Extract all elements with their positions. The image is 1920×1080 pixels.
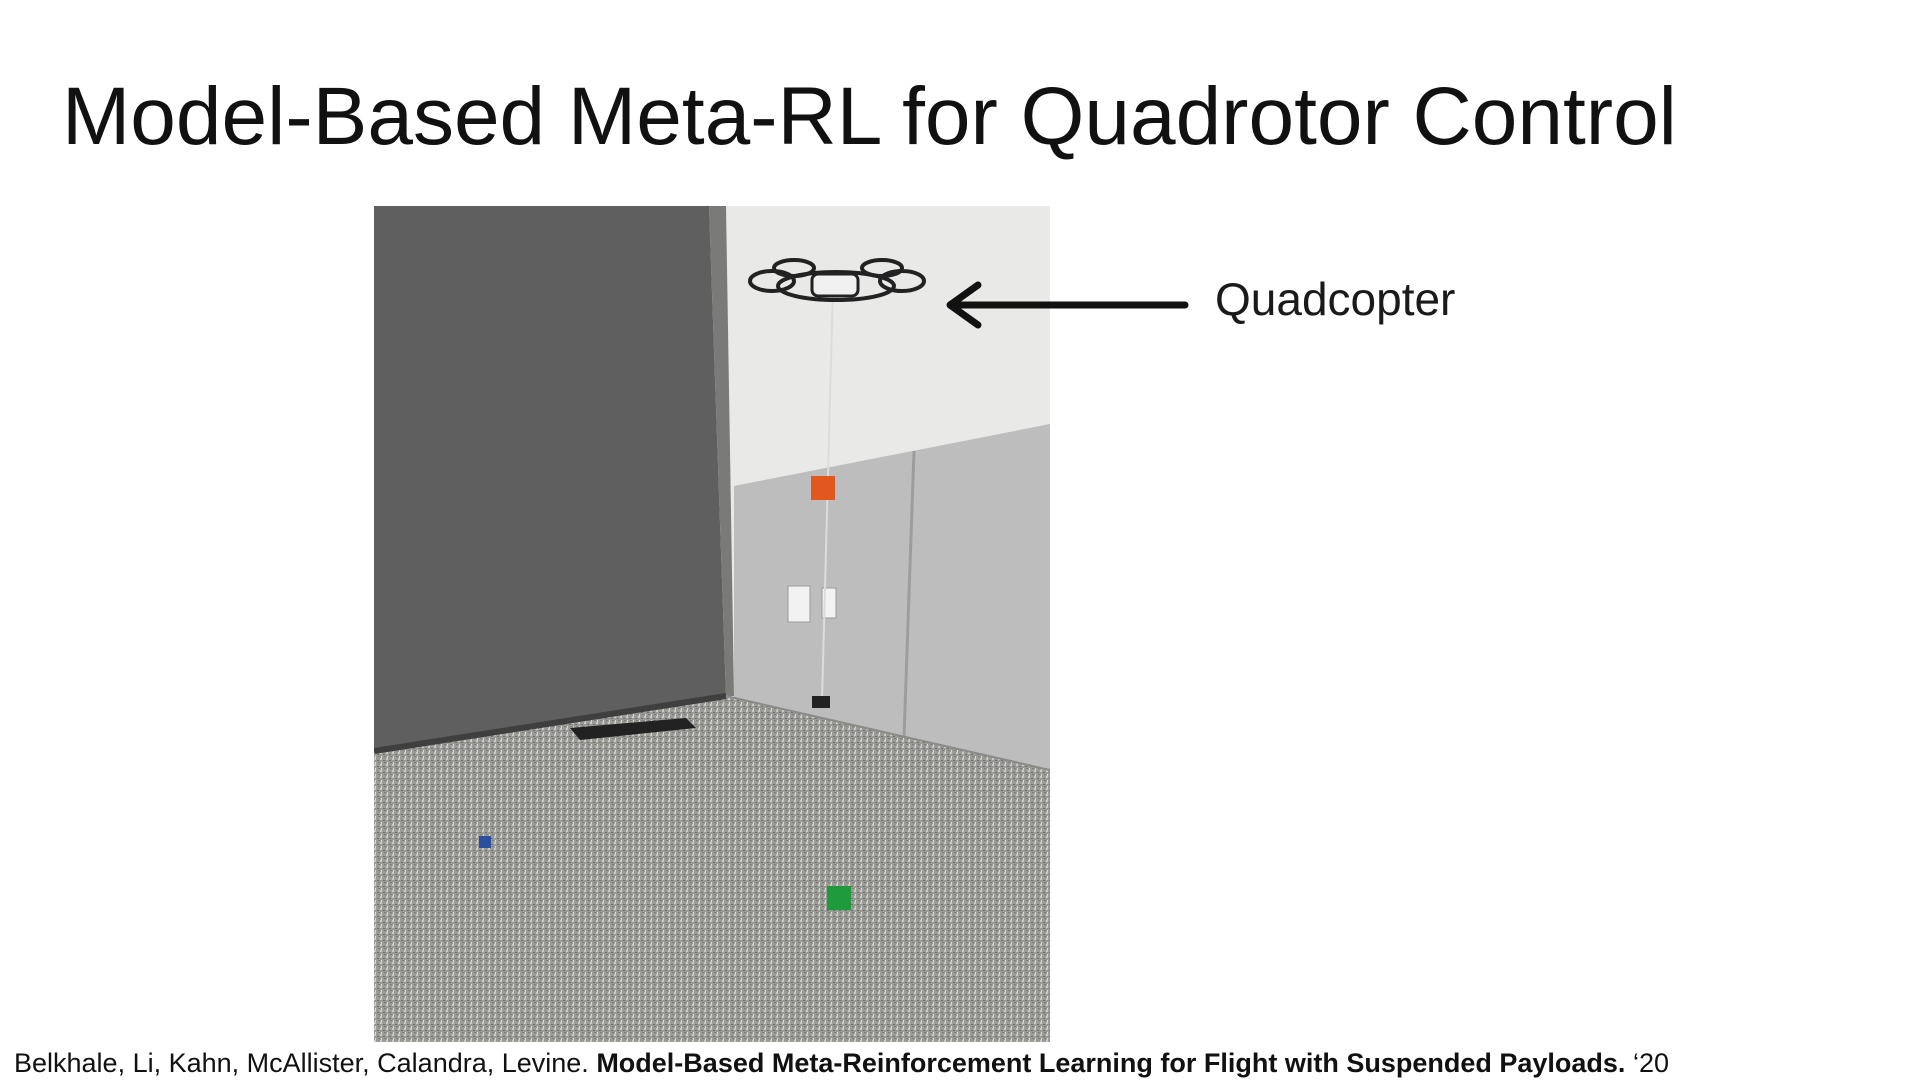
wall-outlet xyxy=(787,585,811,623)
wall-panel xyxy=(734,424,1050,770)
green-block xyxy=(827,886,851,910)
citation-year: ‘20 xyxy=(1625,1048,1669,1078)
slide-title: Model-Based Meta-RL for Quadrotor Contro… xyxy=(62,71,1677,162)
quadcopter-label: Quadcopter xyxy=(1215,273,1456,325)
quadcopter-icon xyxy=(748,258,926,302)
citation-paper-title: Model-Based Meta-Reinforcement Learning … xyxy=(596,1048,1626,1078)
blue-block xyxy=(479,836,491,848)
floor-vent xyxy=(570,718,696,740)
carpet-floor xyxy=(374,696,1050,1042)
dark-wall xyxy=(374,206,726,751)
arrow-left-icon xyxy=(946,281,1189,329)
citation-authors: Belkhale, Li, Kahn, McAllister, Calandra… xyxy=(14,1048,597,1078)
quadcopter-photo xyxy=(374,206,1050,1042)
payload xyxy=(811,476,835,500)
citation: Belkhale, Li, Kahn, McAllister, Calandra… xyxy=(14,1048,1669,1079)
